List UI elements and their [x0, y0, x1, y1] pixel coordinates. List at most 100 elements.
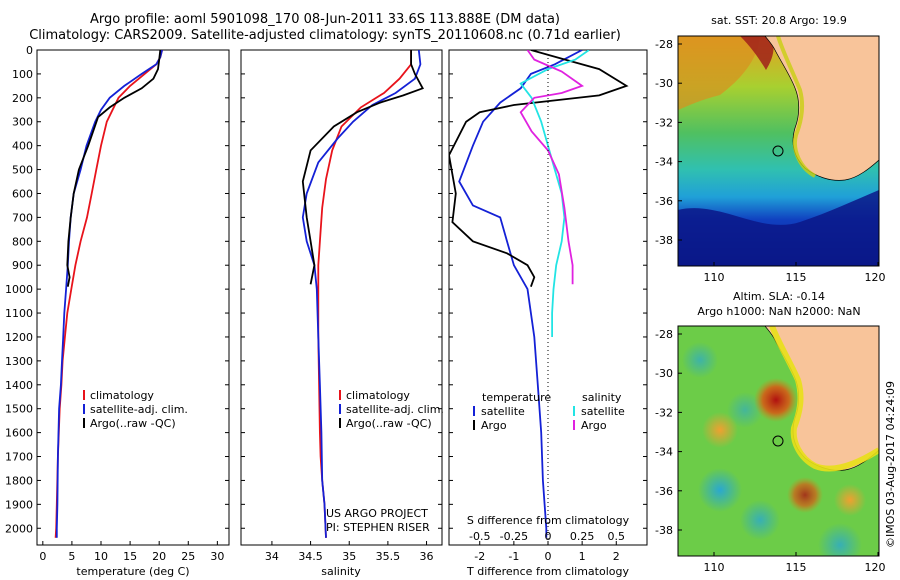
temperature-xtick-label: 10 [94, 550, 108, 563]
legend-entry: climatology [90, 389, 154, 402]
sla-map-title-1: Altim. SLA: -0.14 [732, 290, 826, 303]
map-lat-label: -34 [655, 446, 673, 459]
legend-entry: Argo [481, 419, 507, 432]
salinity-plot [301, 50, 424, 538]
sst-hot-patch [740, 36, 774, 70]
salinity-xtick-label: 35.5 [376, 550, 401, 563]
temperature-xtick-label: 25 [181, 550, 195, 563]
temperature-plot [54, 50, 163, 538]
difference-top-tick-label: -0.5 [469, 530, 490, 543]
difference-series-1 [449, 50, 629, 288]
legend-entry: satellite-adj. clim. [346, 403, 444, 416]
map-lat-label: -36 [655, 195, 673, 208]
depth-tick-label: 900 [12, 259, 33, 272]
temperature-series-0 [54, 50, 163, 538]
legend-entry: Argo(..raw -QC) [90, 417, 176, 430]
legends: climatology satellite-adj. clim. Argo(..ra… [83, 389, 625, 432]
sla-low-blob [682, 342, 718, 378]
sla-low-blob [740, 500, 780, 540]
temperature-xtick-label: 0 [39, 550, 46, 563]
depth-tick-label: 1800 [5, 474, 33, 487]
temperature-series-2 [66, 50, 162, 287]
legend-title-temperature: temperature [482, 391, 551, 404]
title-line-2: Climatology: CARS2009. Satellite-adjuste… [29, 28, 621, 43]
map-lat-label: -32 [655, 116, 673, 129]
difference-xtick-label: -1 [508, 550, 519, 563]
depth-tick-label: 1900 [5, 498, 33, 511]
difference-series-2 [519, 50, 590, 337]
depth-tick-label: 1500 [5, 403, 33, 416]
depth-tick-label: 700 [12, 211, 33, 224]
sst-map-frame [677, 35, 880, 267]
title-line-1: Argo profile: aoml 5901098_170 08-Jun-20… [90, 12, 560, 27]
map-lon-label: 120 [865, 271, 886, 284]
depth-tick-label: 300 [12, 116, 33, 129]
sst-map [678, 36, 879, 266]
map-lat-label: -28 [655, 38, 673, 51]
map-lat-label: -38 [655, 524, 673, 537]
temperature-xtick-label: 15 [123, 550, 137, 563]
sst-argo-marker [772, 145, 784, 157]
depth-tick-label: 100 [12, 68, 33, 81]
map-axes: -28 -30 -32 -34 -36 -38 110 115 120 -28 -30 -32 -34 -… [655, 38, 885, 574]
sla-map-frame [677, 325, 880, 557]
depth-tick-label: 1000 [5, 283, 33, 296]
map-lon-label: 115 [786, 271, 807, 284]
salinity-xtick-label: 35 [342, 550, 356, 563]
temperature-xtick-label: 20 [152, 550, 166, 563]
difference-series-3 [519, 50, 585, 285]
temperature-xlabel: temperature (deg C) [76, 565, 189, 578]
difference-xtick-label: 0 [545, 550, 552, 563]
legend-entry: satellite [581, 405, 625, 418]
map-lat-label: -38 [655, 234, 673, 247]
depth-tick-label: 1600 [5, 427, 33, 440]
depth-tick-label: 500 [12, 164, 33, 177]
difference-xtick-label: 2 [613, 550, 620, 563]
depth-axis: 0 100 200 300 400 500 600 700 800 900 1000 1100 1200… [5, 44, 647, 535]
depth-tick-label: 2000 [5, 522, 33, 535]
temperature-panel-frame [36, 49, 230, 546]
difference-top-tick-label: 0.5 [608, 530, 626, 543]
sla-high-blob [787, 477, 823, 513]
difference-xlabel: T difference from climatology [466, 565, 629, 578]
salinity-series-1 [301, 50, 422, 538]
salinity-series-0 [317, 50, 413, 538]
difference-top-tick-label: -0.25 [500, 530, 528, 543]
map-lat-label: -32 [655, 406, 673, 419]
sla-argo-marker [772, 435, 784, 447]
salinity-series-2 [301, 50, 424, 285]
map-lon-label: 110 [704, 271, 725, 284]
map-lat-label: -34 [655, 156, 673, 169]
sla-low-blob [818, 523, 862, 556]
temperature-xtick-label: 30 [210, 550, 224, 563]
sst-warm-patch [678, 36, 760, 110]
map-lat-label: -30 [655, 77, 673, 90]
difference-plot [449, 50, 629, 545]
depth-tick-label: 600 [12, 187, 33, 200]
depth-tick-label: 200 [12, 92, 33, 105]
map-lat-label: -28 [655, 328, 673, 341]
sst-map-title: sat. SST: 20.8 Argo: 19.9 [711, 14, 847, 27]
map-lat-label: -36 [655, 485, 673, 498]
difference-top-xlabel: S difference from climatology [467, 514, 630, 527]
sla-map [678, 326, 879, 556]
difference-xtick-label: -2 [474, 550, 485, 563]
salinity-xtick-label: 34 [265, 550, 279, 563]
map-lat-label: -30 [655, 367, 673, 380]
sla-map-title-2: Argo h1000: NaN h2000: NaN [697, 305, 861, 318]
salinity-xtick-label: 36 [420, 550, 434, 563]
sla-coastal-band [769, 326, 879, 472]
sst-coastal-band [776, 36, 817, 178]
difference-series-0 [458, 50, 583, 538]
depth-tick-label: 800 [12, 235, 33, 248]
depth-tick-label: 1300 [5, 355, 33, 368]
depth-tick-label: 1200 [5, 331, 33, 344]
legend-entry: satellite [481, 405, 525, 418]
map-lon-label: 110 [704, 561, 725, 574]
depth-tick-label: 1100 [5, 307, 33, 320]
difference-top-tick-label: 0 [545, 530, 552, 543]
sla-mid-blob [834, 484, 866, 516]
temperature-series-1 [55, 50, 163, 538]
